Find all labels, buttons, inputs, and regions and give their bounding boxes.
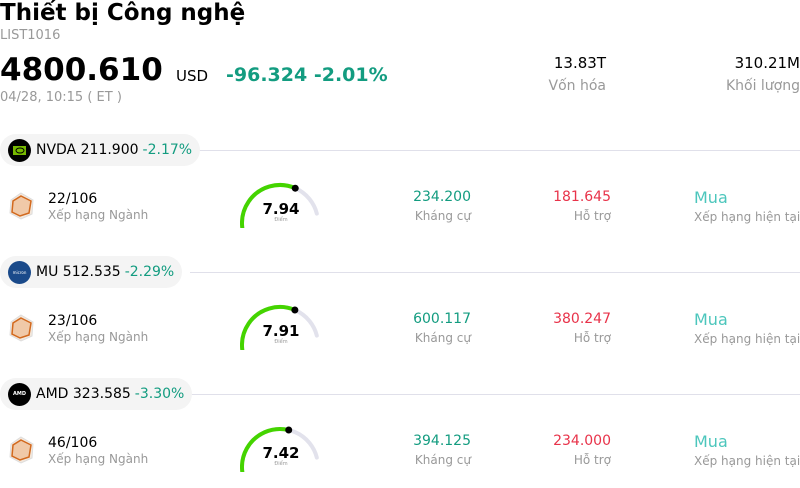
stock-change: -2.17% <box>142 142 193 158</box>
stock-change: -2.29% <box>124 264 175 280</box>
rating-label: Xếp hạng hiện tại <box>694 210 800 224</box>
industry-rank: 23/106 <box>48 313 98 329</box>
gauge-marker <box>285 426 293 434</box>
ticker: AMD <box>36 386 69 402</box>
resistance-value: 600.117 <box>413 311 471 327</box>
score-gauge <box>240 426 319 472</box>
change-value: -96.324 <box>226 64 308 86</box>
rank-radar-icon <box>8 192 34 224</box>
divider <box>190 150 800 151</box>
ticker: MU <box>36 264 59 280</box>
gauge-marker <box>291 184 299 192</box>
price-change: -96.324 -2.01% <box>226 64 388 86</box>
ticker: NVDA <box>36 142 77 158</box>
divider <box>190 394 800 395</box>
resistance-label: Kháng cự <box>414 209 471 223</box>
support-value: 380.247 <box>553 311 611 327</box>
volume-value: 310.21M <box>734 54 800 72</box>
list-code: LIST1016 <box>0 28 61 43</box>
currency: USD <box>176 67 209 85</box>
score-label: Điểm <box>274 217 288 223</box>
support-value: 234.000 <box>553 433 611 449</box>
support-label: Hỗ trợ <box>573 331 611 345</box>
rating-value: Mua <box>694 432 728 451</box>
market-cap-value: 13.83T <box>553 54 606 72</box>
market-cap-label: Vốn hóa <box>548 78 606 94</box>
divider <box>190 272 800 273</box>
resistance-label: Kháng cự <box>414 453 471 467</box>
rank-radar-icon <box>8 436 34 468</box>
gauge-marker <box>291 306 299 314</box>
industry-rank: 22/106 <box>48 191 98 207</box>
gauge-fill <box>240 427 291 472</box>
rating-value: Mua <box>694 310 728 329</box>
stock-change: -3.30% <box>134 386 185 402</box>
score-value: 7.91 <box>262 322 300 340</box>
industry-rank-label: Xếp hạng Ngành <box>48 330 149 344</box>
rating-value: Mua <box>694 188 728 207</box>
support-value: 181.645 <box>553 189 611 205</box>
support-label: Hỗ trợ <box>573 453 611 467</box>
volume-label: Khối lượng <box>725 78 800 94</box>
amd-logo-icon: AMD <box>8 382 31 406</box>
score-gauge <box>240 305 319 350</box>
resistance-value: 394.125 <box>413 433 471 449</box>
score-value: 7.94 <box>262 200 300 218</box>
support-label: Hỗ trợ <box>573 209 611 223</box>
rating-label: Xếp hạng hiện tại <box>694 332 800 346</box>
stock-price: 211.900 <box>80 142 139 158</box>
change-pct: -2.01% <box>313 64 388 86</box>
timestamp: 04/28, 10:15 ( ET ) <box>0 90 122 105</box>
resistance-value: 234.200 <box>413 189 471 205</box>
resistance-label: Kháng cự <box>414 331 471 345</box>
score-label: Điểm <box>274 461 288 467</box>
rank-radar-icon <box>8 314 34 346</box>
score-value: 7.42 <box>262 444 300 462</box>
stock-price: 512.535 <box>62 264 121 280</box>
stock-chip-mu[interactable]: micron MU 512.535 -2.29% <box>0 256 183 288</box>
page-title: Thiết bị Công nghệ <box>0 0 246 26</box>
stock-price: 323.585 <box>72 386 131 402</box>
rating-label: Xếp hạng hiện tại <box>694 454 800 468</box>
score-gauge <box>240 183 319 228</box>
micron-logo-icon: micron <box>8 260 31 284</box>
index-price: 4800.610 <box>0 52 163 88</box>
stock-chip-nvda[interactable]: NVDA 211.900 -2.17% <box>0 134 201 166</box>
industry-rank: 46/106 <box>48 435 98 451</box>
industry-rank-label: Xếp hạng Ngành <box>48 208 149 222</box>
gauge-fill <box>240 183 298 228</box>
industry-rank-label: Xếp hạng Ngành <box>48 452 149 466</box>
stock-chip-amd[interactable]: AMD AMD 323.585 -3.30% <box>0 378 193 410</box>
nvidia-logo-icon <box>8 138 31 162</box>
gauge-fill <box>240 305 297 350</box>
score-label: Điểm <box>274 339 288 345</box>
